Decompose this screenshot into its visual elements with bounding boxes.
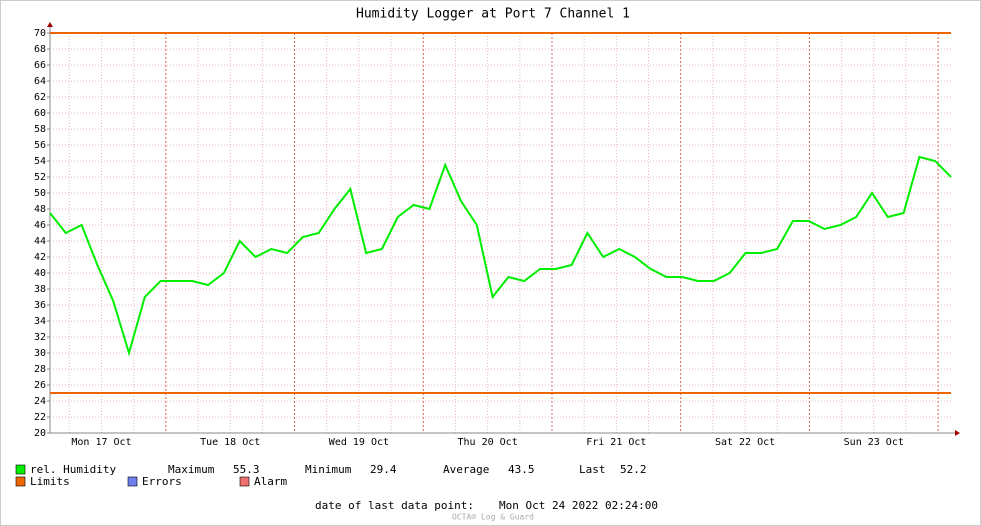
stat-value: 43.5 bbox=[508, 463, 535, 476]
y-tick-label: 52 bbox=[34, 172, 46, 183]
stat-label: Minimum bbox=[305, 463, 352, 476]
y-tick-label: 20 bbox=[34, 428, 46, 439]
y-tick-label: 50 bbox=[34, 188, 46, 199]
x-tick-label: Sun 23 Oct bbox=[844, 437, 904, 448]
legend-label: rel. Humidity bbox=[30, 463, 116, 476]
legend-swatch bbox=[15, 464, 26, 475]
chart-title: Humidity Logger at Port 7 Channel 1 bbox=[356, 7, 630, 22]
y-tick-label: 32 bbox=[34, 332, 46, 343]
y-tick-label: 42 bbox=[34, 252, 46, 263]
stat-value: 55.3 bbox=[233, 463, 260, 476]
y-tick-label: 56 bbox=[34, 140, 46, 151]
y-tick-label: 30 bbox=[34, 348, 46, 359]
y-tick-label: 60 bbox=[34, 108, 46, 119]
y-tick-label: 48 bbox=[34, 204, 46, 215]
legend-label: Alarm bbox=[254, 475, 287, 488]
y-tick-label: 28 bbox=[34, 364, 46, 375]
watermark: OCTA® Log & Guard bbox=[452, 513, 534, 522]
legend-swatch bbox=[239, 476, 250, 487]
legend-label: Errors bbox=[142, 475, 182, 488]
y-tick-label: 24 bbox=[34, 396, 46, 407]
stat-value: 52.2 bbox=[620, 463, 647, 476]
legend-swatch bbox=[127, 476, 138, 487]
x-axis-arrow bbox=[955, 430, 960, 436]
y-tick-label: 40 bbox=[34, 268, 46, 279]
legend-label: Limits bbox=[30, 475, 70, 488]
y-tick-label: 38 bbox=[34, 284, 46, 295]
y-tick-label: 22 bbox=[34, 412, 46, 423]
y-tick-label: 34 bbox=[34, 316, 46, 327]
data-line bbox=[49, 155, 952, 357]
y-tick-label: 66 bbox=[34, 60, 46, 71]
y-tick-label: 68 bbox=[34, 44, 46, 55]
y-tick-label: 54 bbox=[34, 156, 46, 167]
stat-label: Last bbox=[579, 463, 606, 476]
x-tick-label: Sat 22 Oct bbox=[715, 437, 775, 448]
footer-label: date of last data point: bbox=[315, 499, 474, 512]
legend-swatch bbox=[15, 476, 26, 487]
y-tick-label: 26 bbox=[34, 380, 46, 391]
y-tick-label: 70 bbox=[34, 28, 46, 39]
y-tick-label: 36 bbox=[34, 300, 46, 311]
stat-label: Average bbox=[443, 463, 489, 476]
x-tick-label: Tue 18 Oct bbox=[200, 437, 260, 448]
x-tick-label: Fri 21 Oct bbox=[586, 437, 646, 448]
y-tick-label: 64 bbox=[34, 76, 46, 87]
x-tick-label: Thu 20 Oct bbox=[458, 437, 518, 448]
footer-value: Mon Oct 24 2022 02:24:00 bbox=[499, 499, 658, 512]
x-tick-label: Mon 17 Oct bbox=[71, 437, 131, 448]
y-tick-label: 58 bbox=[34, 124, 46, 135]
stat-value: 29.4 bbox=[370, 463, 397, 476]
y-axis-arrow bbox=[47, 22, 53, 27]
x-tick-label: Wed 19 Oct bbox=[329, 437, 389, 448]
stat-label: Maximum bbox=[168, 463, 215, 476]
y-tick-label: 62 bbox=[34, 92, 46, 103]
y-tick-label: 46 bbox=[34, 220, 46, 231]
y-tick-label: 44 bbox=[34, 236, 46, 247]
